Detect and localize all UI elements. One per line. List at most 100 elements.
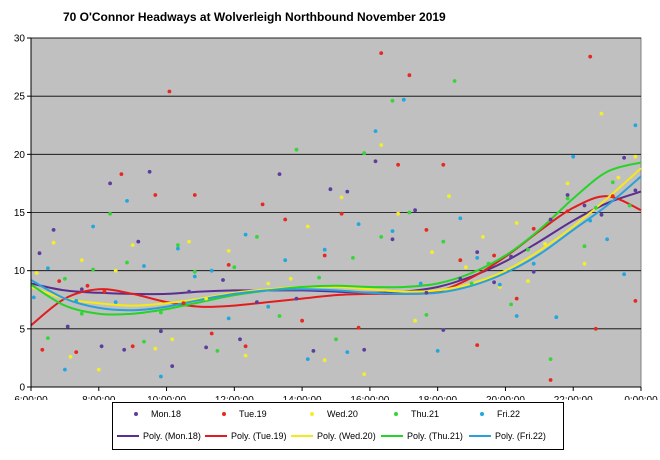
data-point [255, 235, 259, 239]
y-tick-label: 0 [19, 383, 25, 394]
data-point [622, 155, 626, 160]
data-point [51, 240, 56, 245]
data-point [243, 344, 248, 349]
data-point [458, 216, 463, 221]
data-point [531, 261, 536, 266]
y-tick-label: 15 [14, 208, 26, 219]
data-point [424, 228, 429, 232]
data-point [497, 282, 502, 287]
data-point [232, 265, 237, 270]
data-point [119, 172, 124, 177]
data-point [283, 217, 288, 222]
legend-entry: Poly. (Wed.20) [291, 431, 376, 441]
legend-entry: Thu.21 [385, 409, 439, 419]
data-point [582, 203, 587, 208]
data-point [407, 73, 412, 78]
legend-entry: Tue.19 [213, 409, 267, 419]
data-point [159, 310, 163, 315]
legend-line-swatch [291, 432, 313, 440]
legend-label: Poly. (Wed.20) [317, 431, 376, 441]
data-point [492, 280, 496, 285]
data-point [63, 367, 67, 372]
chart-plot: 0 5 10 15 20 25 30 6:00:00 8:00:00 10:00:00 12:00:… [14, 34, 658, 401]
legend-entry: Poly. (Tue.19) [205, 431, 287, 441]
data-point [605, 237, 609, 242]
data-point [475, 256, 480, 260]
y-tick-label: 10 [14, 266, 26, 277]
legend-marker [301, 410, 323, 418]
data-point [390, 98, 395, 103]
legend-line-swatch [117, 432, 139, 440]
data-point [418, 281, 423, 286]
data-point [610, 194, 615, 199]
legend-label: Poly. (Thu.21) [407, 431, 463, 441]
data-point [167, 89, 172, 94]
data-point [46, 336, 50, 340]
data-point [322, 253, 327, 258]
data-point [34, 271, 39, 275]
legend-label: Poly. (Fri.22) [495, 431, 546, 441]
trendline [30, 161, 642, 316]
data-point [413, 318, 417, 323]
data-point [46, 266, 50, 271]
data-point [582, 261, 587, 266]
data-point [305, 224, 310, 229]
data-point [447, 194, 451, 199]
legend-entry: Fri.22 [471, 409, 520, 419]
y-tick-label: 20 [14, 150, 26, 161]
legend-line-swatch [381, 432, 403, 440]
data-point [294, 296, 299, 301]
data-point [130, 243, 135, 248]
legend-entry: Poly. (Fri.22) [469, 431, 546, 441]
data-point [334, 337, 338, 342]
data-point [51, 228, 56, 232]
data-point [226, 263, 231, 267]
legend-marker [385, 410, 407, 418]
data-point [255, 300, 259, 304]
legend-line-swatch [469, 432, 491, 440]
x-tick-label: 16:00:00 [350, 395, 389, 400]
data-point [339, 195, 344, 200]
data-point [209, 268, 214, 273]
data-point [31, 295, 36, 300]
data-point [452, 79, 457, 83]
data-point [616, 175, 621, 180]
data-point [204, 345, 209, 350]
data-point [79, 287, 84, 292]
data-point [170, 364, 175, 368]
data-point [351, 256, 355, 260]
data-point [475, 250, 480, 255]
data-point [435, 349, 440, 353]
data-point [486, 261, 491, 266]
data-point [328, 187, 333, 192]
legend-marker [471, 410, 493, 418]
data-point [300, 318, 304, 323]
data-point [130, 344, 135, 349]
data-point [277, 314, 282, 318]
trendline [30, 175, 642, 312]
legend-label: Thu.21 [411, 409, 440, 419]
y-tick-label: 5 [19, 324, 25, 335]
data-point [170, 337, 175, 342]
data-point [509, 254, 513, 259]
data-point [441, 239, 446, 244]
x-tick-label: 8:00:00 [82, 395, 116, 400]
data-point [622, 272, 626, 277]
data-point [243, 353, 248, 358]
data-point [526, 279, 530, 283]
data-point [548, 217, 553, 222]
data-point [108, 211, 112, 216]
data-point [125, 199, 129, 203]
data-point [396, 211, 400, 216]
legend-label: Poly. (Mon.18) [143, 431, 201, 441]
data-point [283, 258, 288, 263]
data-point [40, 347, 45, 352]
data-point [492, 253, 496, 258]
data-point [79, 311, 84, 316]
data-point [74, 299, 79, 303]
data-point [633, 299, 638, 303]
data-point [593, 326, 598, 331]
data-point [633, 154, 638, 159]
data-point [441, 162, 446, 167]
data-point [317, 275, 321, 280]
